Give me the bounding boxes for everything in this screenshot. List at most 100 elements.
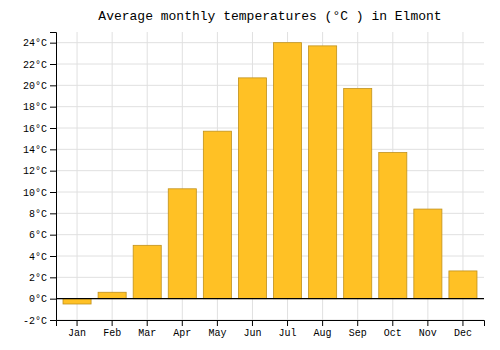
grid-line — [56, 85, 484, 86]
x-tick: Jun — [243, 320, 261, 339]
tick-label: 0°C — [29, 294, 47, 305]
x-tick: Dec — [454, 320, 472, 339]
bars — [56, 43, 484, 304]
bar — [414, 209, 442, 299]
y-tick: 22°C — [23, 60, 56, 71]
x-tick: Aug — [314, 320, 332, 339]
tick-mark — [50, 149, 56, 150]
bar — [238, 78, 266, 299]
grid-line — [56, 64, 484, 65]
x-tick: Sep — [349, 320, 367, 339]
tick-label: Jul — [279, 328, 297, 339]
axis-line — [57, 321, 485, 327]
y-tick: 18°C — [23, 102, 56, 113]
tick-mark — [50, 85, 56, 86]
tick-label: 24°C — [23, 38, 47, 49]
tick-mark — [147, 320, 148, 326]
tick-label: 6°C — [29, 230, 47, 241]
tick-label: 2°C — [29, 273, 47, 284]
x-tick: Feb — [103, 320, 121, 339]
bar — [168, 189, 196, 299]
x-tick: Nov — [419, 320, 437, 339]
tick-label: Jan — [68, 328, 86, 339]
grid-line — [56, 42, 484, 43]
y-axis: -2°C 0°C 2°C 4°C 6°C 8°C 10°C 12°C 14°C 16°C 18°C 2… — [23, 33, 57, 327]
tick-label: -2°C — [23, 316, 47, 327]
tick-label: 18°C — [23, 102, 47, 113]
bar — [344, 89, 372, 299]
y-tick: 6°C — [29, 230, 56, 241]
y-tick: 14°C — [23, 145, 56, 156]
tick-mark — [50, 192, 56, 193]
y-tick: 4°C — [29, 252, 56, 263]
grid-line — [56, 149, 484, 150]
bar — [98, 292, 126, 298]
tick-mark — [50, 320, 56, 321]
tick-mark — [357, 320, 358, 326]
bar — [63, 299, 91, 304]
tick-mark — [287, 320, 288, 326]
tick-mark — [50, 171, 56, 172]
tick-mark — [50, 64, 56, 65]
tick-mark — [427, 320, 428, 326]
grid-line — [56, 192, 484, 193]
tick-mark — [50, 277, 56, 278]
y-tick: 10°C — [23, 188, 56, 199]
x-tick: Jul — [279, 320, 297, 339]
tick-label: 14°C — [23, 145, 47, 156]
y-tick: -2°C — [23, 316, 56, 327]
tick-label: Oct — [384, 328, 402, 339]
tick-label: 8°C — [29, 209, 47, 220]
tick-label: 10°C — [23, 188, 47, 199]
tick-mark — [217, 320, 218, 326]
tick-mark — [252, 320, 253, 326]
x-tick: Apr — [173, 320, 191, 339]
title: Average monthly temperatures (°C ) in El… — [98, 9, 441, 24]
bar — [449, 271, 477, 299]
grid-line — [56, 170, 484, 171]
tick-label: 4°C — [29, 252, 47, 263]
tick-mark — [112, 320, 113, 326]
tick-label: Dec — [454, 328, 472, 339]
x-tick: May — [208, 320, 226, 339]
zero-line — [56, 298, 484, 299]
grid-line — [56, 298, 484, 299]
tick-mark — [462, 320, 463, 326]
tick-label: Mar — [138, 328, 156, 339]
y-tick: 0°C — [29, 294, 56, 305]
tick-label: Jun — [243, 328, 261, 339]
tick-label: Nov — [419, 328, 437, 339]
tick-label: Feb — [103, 328, 121, 339]
bar — [203, 131, 231, 298]
tick-label: 12°C — [23, 166, 47, 177]
grid — [56, 32, 484, 320]
tick-mark — [392, 320, 393, 326]
x-tick: Jan — [68, 320, 86, 339]
grid-line — [56, 106, 484, 107]
tick-mark — [322, 320, 323, 326]
chart: -2°C 0°C 2°C 4°C 6°C 8°C 10°C 12°C 14°C 16°C 18°C 2… — [0, 0, 500, 350]
x-tick: Mar — [138, 320, 156, 339]
tick-mark — [77, 320, 78, 326]
plot: -2°C 0°C 2°C 4°C 6°C 8°C 10°C 12°C 14°C 16°C 18°C 2… — [23, 32, 485, 339]
tick-label: Apr — [173, 328, 191, 339]
tick-label: Sep — [349, 328, 367, 339]
y-tick: 12°C — [23, 166, 56, 177]
tick-label: Aug — [314, 328, 332, 339]
tick-label: 22°C — [23, 60, 47, 71]
tick-mark — [50, 107, 56, 108]
tick-mark — [50, 256, 56, 257]
bar — [309, 46, 337, 299]
tick-label: 16°C — [23, 124, 47, 135]
y-tick: 20°C — [23, 81, 56, 92]
x-tick: Oct — [384, 320, 402, 339]
tick-mark — [50, 235, 56, 236]
tick-label: 20°C — [23, 81, 47, 92]
bar — [133, 245, 161, 298]
y-tick: 8°C — [29, 209, 56, 220]
tick-label: May — [208, 328, 226, 339]
grid-line — [56, 128, 484, 129]
tick-mark — [50, 128, 56, 129]
tick-mark — [50, 213, 56, 214]
tick-mark — [50, 43, 56, 44]
